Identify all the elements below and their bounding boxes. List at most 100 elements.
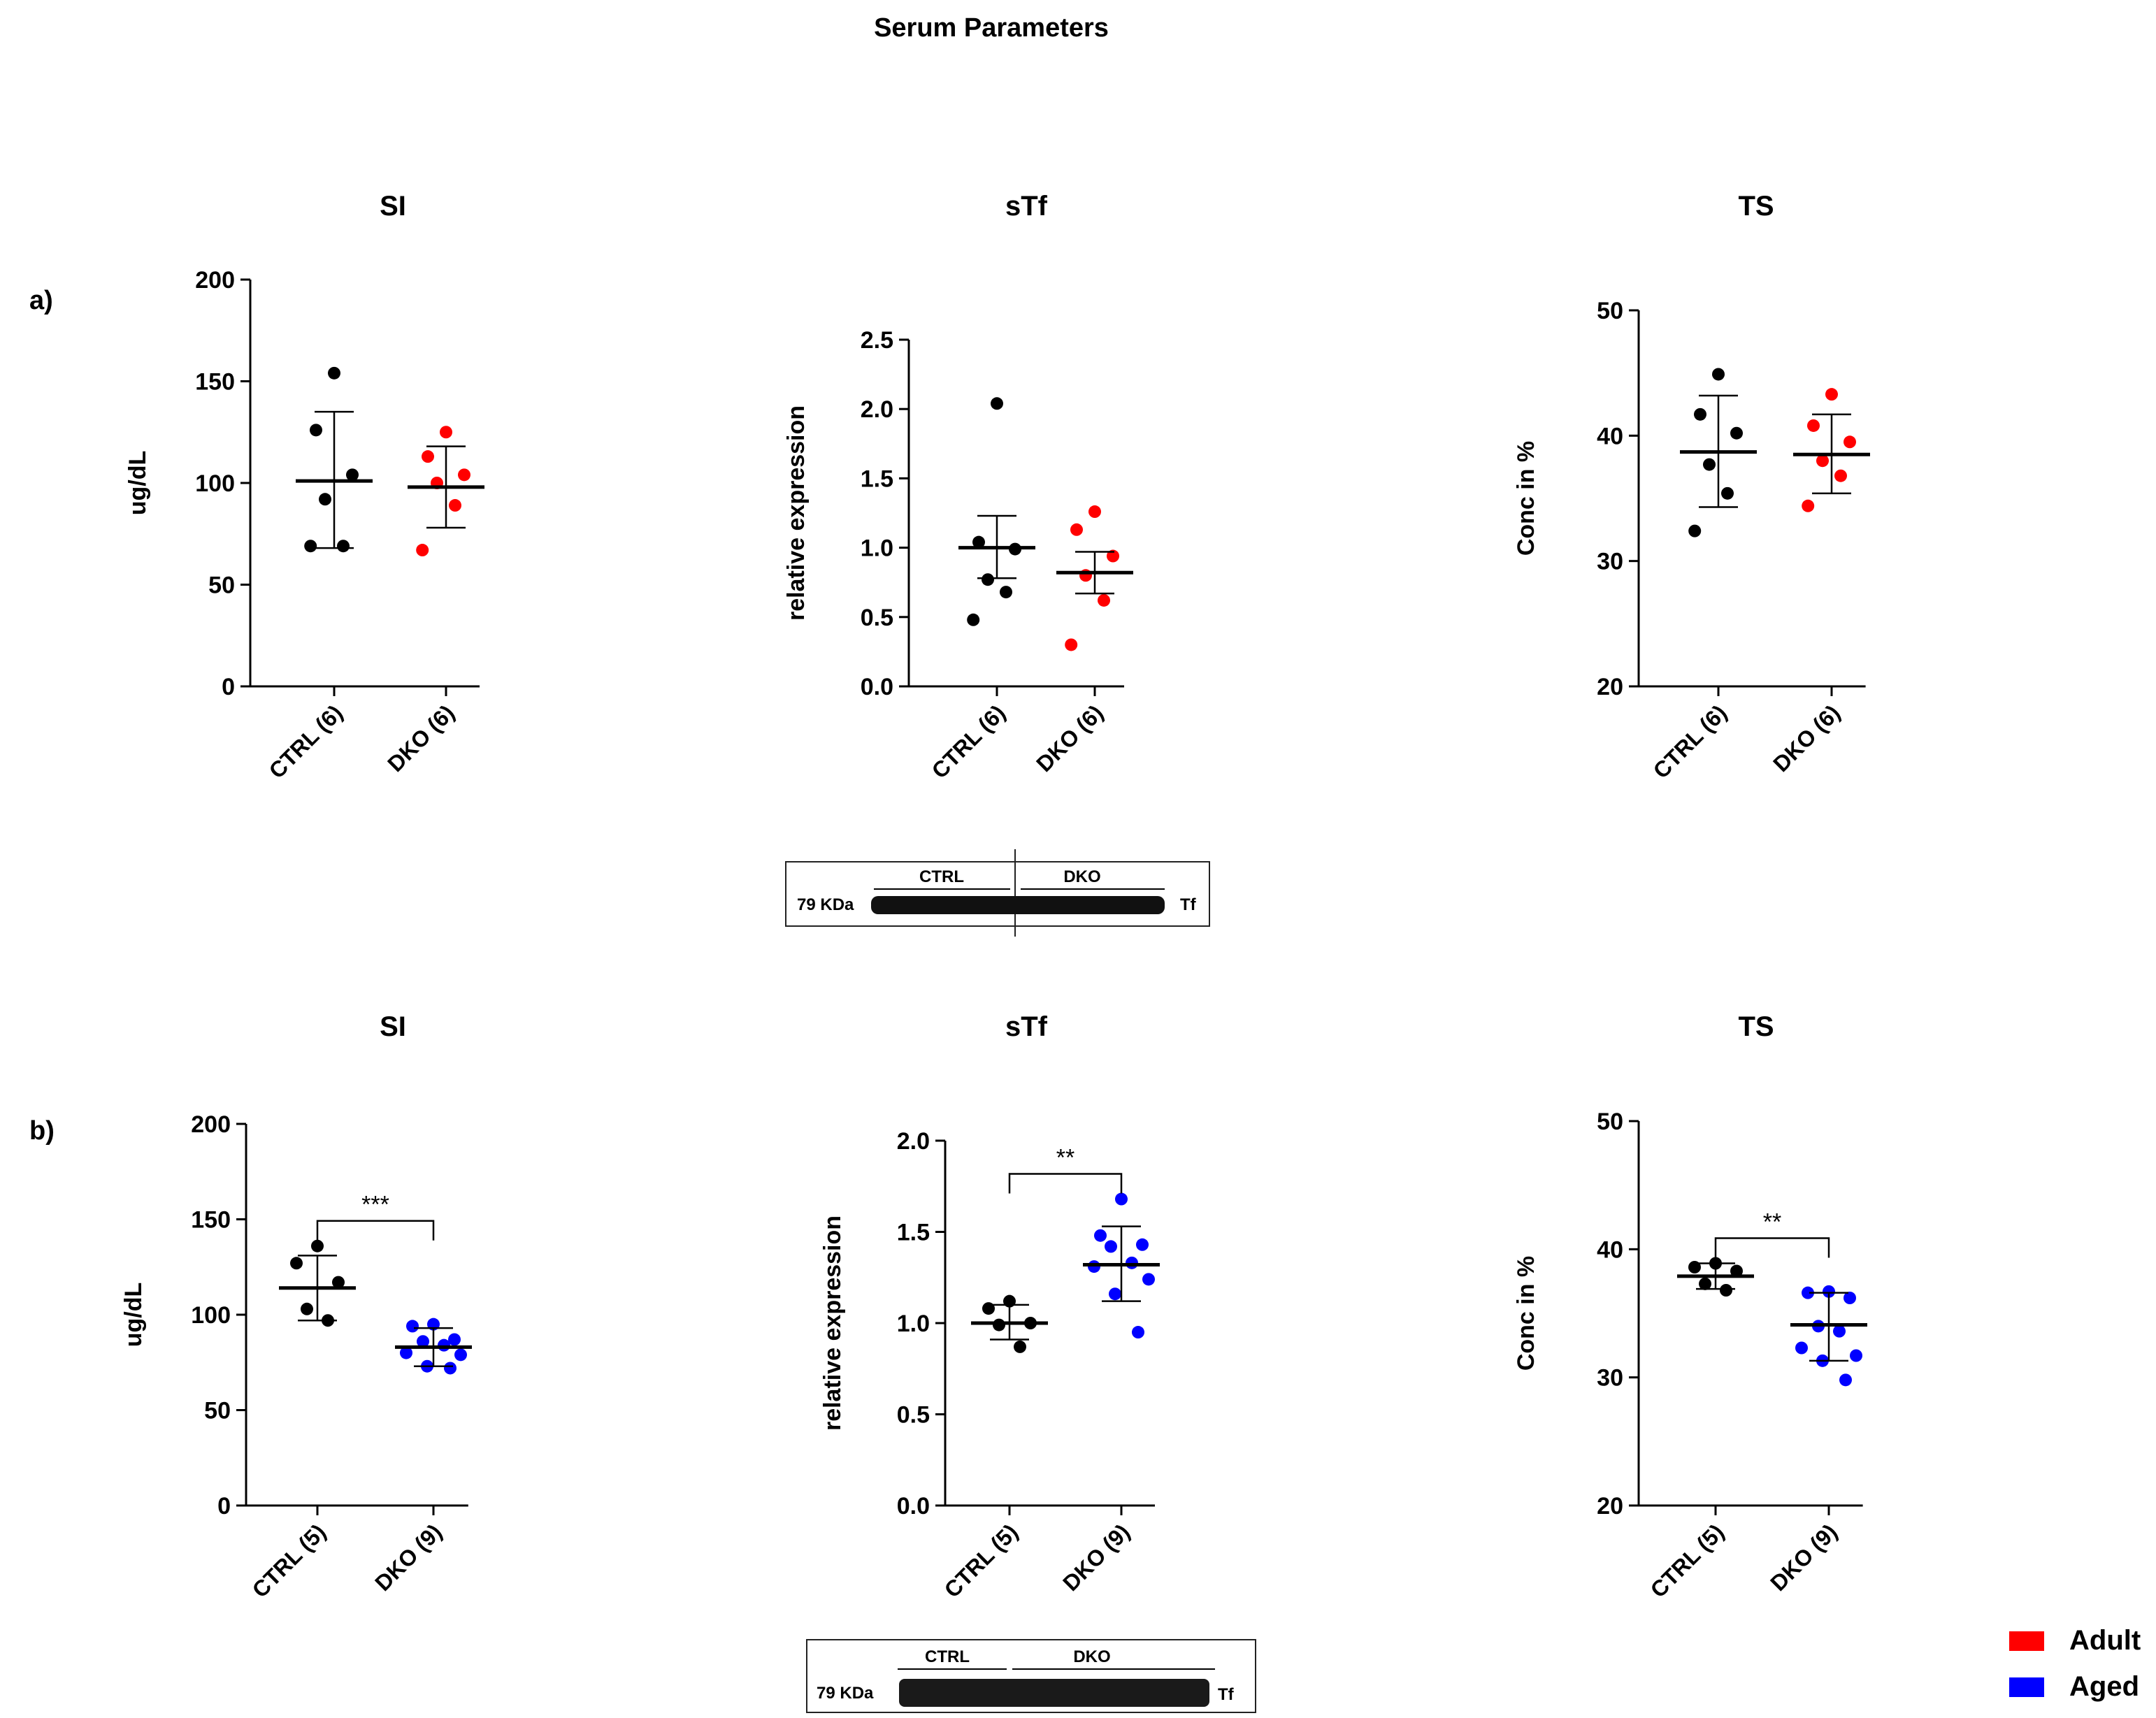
data-point xyxy=(1730,426,1743,440)
data-point xyxy=(1720,1284,1732,1297)
chart-title: SI xyxy=(380,1011,406,1042)
x-tick-label: DKO (9) xyxy=(1058,1519,1135,1596)
chart-panel-1: SI 0 50 100 150 200 ug/dL CTRL (6) DKO (6) xyxy=(124,191,484,784)
x-tick-label: DKO (9) xyxy=(1765,1519,1842,1596)
data-point xyxy=(400,1346,412,1359)
row-label-b: b) xyxy=(29,1116,55,1146)
data-point xyxy=(337,540,350,553)
data-point xyxy=(1730,1264,1743,1278)
chart-panel-3: TS 20 30 40 50 Conc in % CTRL (6) DKO (6) xyxy=(1513,191,1870,784)
y-axis-label: ug/dL xyxy=(120,1283,147,1348)
data-point xyxy=(991,397,1003,410)
y-tick-label: 40 xyxy=(1597,423,1623,449)
data-point xyxy=(1703,458,1716,471)
x-tick-label: CTRL (6) xyxy=(1648,700,1732,783)
y-tick-label: 0 xyxy=(217,1493,231,1520)
y-tick-label: 200 xyxy=(195,267,235,294)
y-axis-label: ug/dL xyxy=(124,451,151,516)
data-point xyxy=(1115,1192,1128,1206)
y-tick-label: 2.0 xyxy=(861,396,893,423)
x-tick-label: DKO (9) xyxy=(370,1519,447,1596)
y-tick-label: 50 xyxy=(208,572,235,599)
chart-title: TS xyxy=(1738,1011,1774,1042)
x-tick-label: CTRL (6) xyxy=(927,700,1010,783)
data-point xyxy=(1136,1238,1149,1251)
data-point xyxy=(310,424,322,437)
chart-title: SI xyxy=(380,191,406,222)
y-axis-label: relative expression xyxy=(783,405,810,621)
y-tick-label: 50 xyxy=(1597,298,1623,324)
y-tick-label: 150 xyxy=(195,369,235,396)
significance-label: ** xyxy=(1056,1145,1075,1171)
legend-aged-label: Aged xyxy=(2069,1671,2139,1702)
significance-bracket xyxy=(316,1220,435,1241)
y-tick-label: 150 xyxy=(191,1207,231,1234)
data-point xyxy=(982,573,994,586)
y-tick-label: 30 xyxy=(1597,1365,1623,1392)
y-tick-label: 40 xyxy=(1597,1236,1623,1263)
y-tick-label: 50 xyxy=(1597,1109,1623,1135)
data-point xyxy=(449,499,461,512)
data-point xyxy=(406,1320,419,1333)
data-point xyxy=(1844,435,1856,449)
data-point xyxy=(1802,1286,1814,1299)
y-tick-label: 200 xyxy=(191,1111,231,1138)
data-point xyxy=(1834,469,1847,482)
data-point xyxy=(972,535,985,549)
y-tick-label: 20 xyxy=(1597,674,1623,700)
data-point xyxy=(1688,524,1702,537)
data-point xyxy=(458,468,470,482)
data-point xyxy=(1850,1349,1862,1362)
data-point xyxy=(1065,638,1078,651)
y-tick-label: 0.5 xyxy=(861,605,893,631)
figure-title: Serum Parameters xyxy=(874,13,1109,43)
y-tick-label: 100 xyxy=(195,470,235,497)
row-label-a: a) xyxy=(29,286,53,315)
data-point xyxy=(1721,486,1734,500)
y-tick-label: 0 xyxy=(222,674,235,700)
legend: Adult Aged xyxy=(2009,1625,2141,1702)
y-tick-label: 20 xyxy=(1597,1493,1623,1520)
legend-adult-label: Adult xyxy=(2069,1625,2141,1656)
data-point xyxy=(417,1335,429,1348)
blot-a-protein-label: Tf xyxy=(1180,895,1197,914)
data-point xyxy=(1126,1256,1138,1269)
chart-panel-4: SI 0 50 100 150 200 ug/dL CTRL (5) DKO (9) *** xyxy=(120,1011,472,1603)
y-tick-label: 1.5 xyxy=(861,465,893,492)
y-tick-label: 1.0 xyxy=(861,535,893,562)
y-tick-label: 30 xyxy=(1597,549,1623,575)
data-point xyxy=(290,1257,303,1270)
y-tick-label: 0.0 xyxy=(897,1493,930,1520)
y-tick-label: 2.0 xyxy=(897,1128,930,1155)
data-point xyxy=(1107,549,1119,563)
x-tick-label: CTRL (5) xyxy=(1646,1519,1729,1602)
data-point xyxy=(1699,1277,1711,1290)
chart-panel-5: sTf 0.0 0.5 1.0 1.5 2.0 relative expression CTR… xyxy=(819,1011,1160,1603)
blot-b-mw-label: 79 KDa xyxy=(817,1684,874,1703)
blot-a-mw-label: 79 KDa xyxy=(797,895,854,914)
chart-panel-2: sTf 0.0 0.5 1.0 1.5 2.0 2.5 relative expression… xyxy=(783,191,1133,784)
data-point xyxy=(1807,419,1820,432)
legend-aged-swatch xyxy=(2009,1677,2044,1697)
data-point xyxy=(1098,593,1110,607)
data-point xyxy=(438,1338,450,1352)
data-point xyxy=(1712,368,1725,381)
blot-inset-b: CTRL DKO 79 KDa Tf xyxy=(806,1639,1256,1713)
significance-label: *** xyxy=(361,1192,389,1218)
data-point xyxy=(332,1276,345,1289)
chart-title: sTf xyxy=(1005,1011,1048,1042)
data-point xyxy=(1094,1229,1107,1242)
data-point xyxy=(1014,1340,1026,1353)
data-point xyxy=(416,544,429,557)
data-point xyxy=(301,1302,313,1315)
blot-inset-a: CTRL DKO 79 KDa Tf xyxy=(785,849,1210,937)
data-point xyxy=(1795,1341,1808,1355)
data-point xyxy=(993,1318,1005,1331)
data-point xyxy=(1088,1260,1100,1273)
y-tick-label: 0.0 xyxy=(861,674,893,700)
data-point xyxy=(440,426,452,439)
blot-b-dko-label: DKO xyxy=(1073,1647,1110,1666)
data-point xyxy=(1839,1373,1852,1387)
x-tick-label: DKO (6) xyxy=(1768,700,1845,777)
